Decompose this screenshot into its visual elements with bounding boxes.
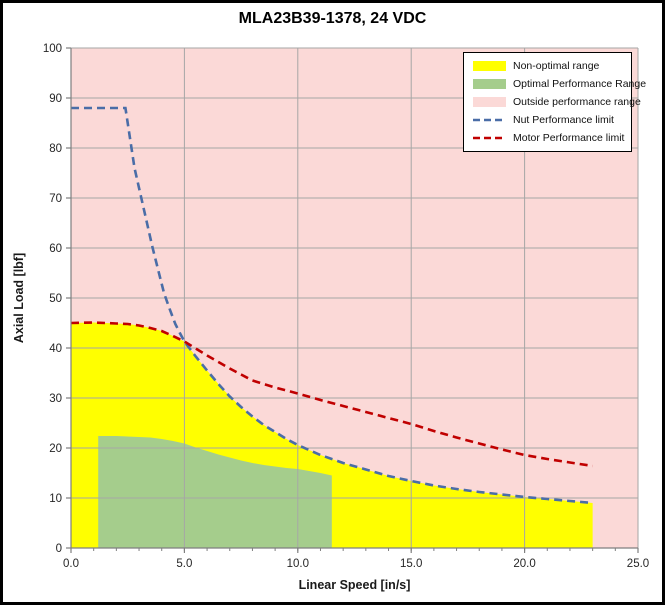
y-tick-label: 0 [56,543,62,555]
y-tick-label: 70 [49,193,62,205]
motor-performance-limit-curve [70,321,593,468]
y-tick-label: 100 [43,43,62,55]
legend-item-outside-performance-range: Outside performance range [473,97,641,108]
legend-swatch-nut-limit-icon [473,115,506,125]
y-tick-label: 30 [49,393,62,405]
legend: Non-optimal range Optimal Performance Ra… [463,52,646,152]
y-tick-label: 60 [49,243,62,255]
legend-swatch-outside-icon [473,97,506,107]
optimal-performance-range-region [98,436,332,548]
legend-item-non-optimal-range: Non-optimal range [473,61,623,72]
x-tick-label: 0.0 [63,558,79,570]
x-tick-label: 20.0 [513,558,535,570]
legend-swatch-optimal-icon [473,79,506,90]
legend-item-optimal-performance-range: Optimal Performance Range [473,79,646,90]
legend-label: Outside performance range [513,95,641,108]
legend-label: Optimal Performance Range [513,77,647,90]
chart-title: MLA23B39-1378, 24 VDC [238,10,427,27]
legend-label: Nut Performance limit [513,113,614,126]
y-tick-label: 90 [49,93,62,105]
nut-performance-limit-curve [71,106,593,505]
y-tick-label: 10 [49,493,62,505]
legend-label: Motor Performance limit [513,131,625,144]
legend-swatch-non-optimal-icon [473,61,506,72]
legend-swatch-motor-limit-icon [473,133,506,143]
x-axis-title: Linear Speed [in/s] [299,578,411,592]
legend-label: Non-optimal range [513,60,600,72]
x-tick-label: 5.0 [176,558,192,570]
x-tick-label: 10.0 [287,558,309,570]
y-tick-label: 80 [49,143,62,155]
legend-item-nut-performance-limit: Nut Performance limit [473,115,623,126]
x-tick-label: 15.0 [400,558,422,570]
y-tick-label: 40 [49,343,62,355]
y-axis-title: Axial Load [lbf] [12,253,26,343]
y-tick-label: 50 [49,293,62,305]
legend-item-motor-performance-limit: Motor Performance limit [473,131,625,144]
y-tick-label: 20 [49,443,62,455]
x-tick-label: 25.0 [627,558,649,570]
